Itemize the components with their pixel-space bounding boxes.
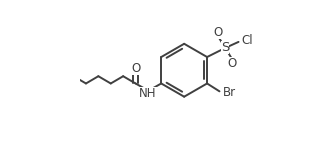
Text: O: O bbox=[131, 62, 140, 75]
Text: O: O bbox=[228, 57, 237, 70]
Text: NH: NH bbox=[139, 87, 156, 100]
Text: S: S bbox=[221, 41, 230, 54]
Text: Cl: Cl bbox=[242, 34, 253, 47]
Text: O: O bbox=[213, 26, 223, 39]
Text: Br: Br bbox=[223, 86, 236, 99]
